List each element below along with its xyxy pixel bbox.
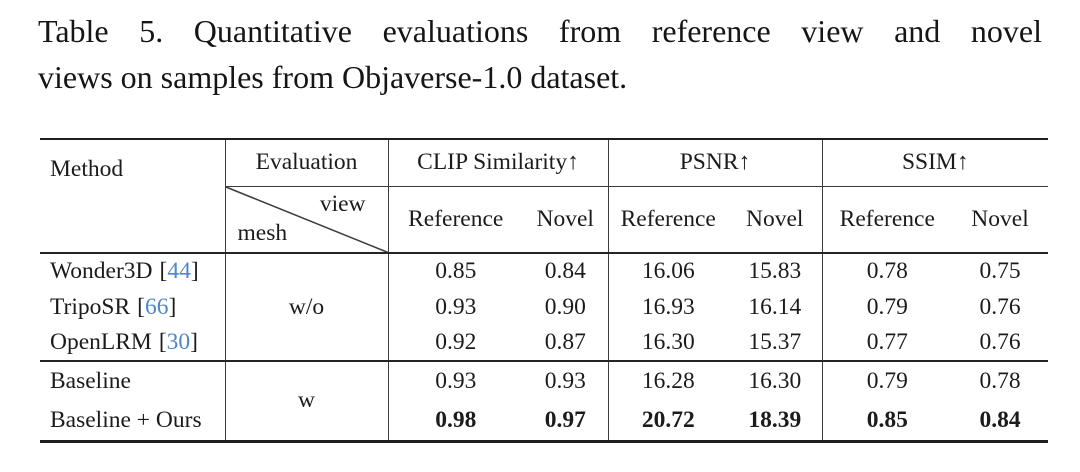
ssim-novel-value: 0.76 [979, 293, 1021, 320]
ssim-reference-value: 0.79 [866, 368, 908, 394]
header-view-label: view [319, 190, 366, 217]
header-group-ssim: SSIM↑ [822, 139, 1049, 187]
header-clip-novel: Novel [523, 186, 609, 254]
header-clip-reference: Reference [388, 186, 523, 254]
evaluation-table: Method Evaluation CLIP Similarity↑ PSNR↑… [40, 138, 1049, 443]
psnr-novel-value: 15.37 [728, 325, 823, 362]
header-ssim-reference: Reference [822, 186, 953, 254]
mesh-wo-cell: w/o [225, 253, 389, 362]
clip-reference-value: 0.98 [435, 406, 477, 433]
method-cell: Wonder3D [44] [40, 253, 226, 289]
psnr-novel-value: 18.39 [728, 401, 823, 441]
ssim-novel-value: 0.75 [979, 258, 1021, 284]
caption-line-2: views on samples from Objaverse-1.0 data… [38, 59, 628, 95]
citation-bracket-close: ] [190, 329, 198, 355]
psnr-reference-value: 16.93 [641, 293, 695, 320]
citation-bracket-open: [ [159, 258, 168, 284]
method-cell: Baseline + Ours [40, 401, 226, 441]
table-row-wonder3d: Wonder3D [44] w/o 0.85 0.84 16.06 15.83 0… [40, 253, 1048, 362]
psnr-novel-value: 15.83 [728, 253, 823, 289]
table-row-baseline: Baseline w 0.93 0.93 16.28 16.30 0.79 0.… [40, 361, 1048, 441]
clip-novel-value: 0.84 [523, 253, 609, 289]
method-cell: OpenLRM [30] [40, 325, 226, 362]
citation-number: 44 [167, 258, 191, 284]
citation-bracket-open: [ [137, 293, 145, 320]
method-name: TripoSR [50, 293, 131, 320]
header-group-psnr: PSNR↑ [608, 139, 823, 187]
clip-reference-value: 0.93 [435, 368, 477, 394]
ssim-reference-value: 0.85 [866, 406, 908, 433]
header-row-sub: view mesh Reference Novel Reference Nove… [40, 186, 1049, 254]
citation-bracket-close: ] [168, 293, 177, 320]
citation-bracket-close: ] [190, 258, 199, 284]
header-group-clip: CLIP Similarity↑ [388, 139, 609, 187]
psnr-reference-value: 20.72 [641, 406, 695, 433]
diagonal-line-icon [226, 187, 388, 253]
table-row-baseline-ours: Baseline + Ours 0.98 0.97 20.72 18.39 0.… [40, 401, 1048, 441]
clip-reference-value: 0.93 [435, 293, 477, 320]
clip-novel-value: 0.93 [523, 361, 609, 401]
clip-reference-value: 0.92 [388, 325, 523, 362]
mesh-w-cell: w [225, 361, 389, 441]
psnr-reference-value: 16.06 [641, 258, 695, 284]
header-row-groups: Method Evaluation CLIP Similarity↑ PSNR↑… [40, 139, 1049, 254]
clip-novel-value: 0.90 [523, 289, 609, 325]
citation-number: 66 [144, 293, 169, 320]
ssim-reference-value: 0.77 [822, 325, 953, 362]
clip-novel-value: 0.87 [523, 325, 609, 362]
ssim-novel-value: 0.84 [979, 406, 1021, 433]
ssim-novel-value: 0.78 [979, 368, 1021, 394]
caption-line-1: Table 5. Quantitative evaluations from r… [38, 13, 1042, 49]
citation-number: 30 [166, 329, 191, 355]
table-row-openlrm: OpenLRM [30] 0.92 0.87 16.30 15.37 0.77 0… [40, 325, 1049, 362]
ssim-reference-value: 0.78 [866, 258, 908, 284]
psnr-reference-value: 16.28 [641, 368, 695, 394]
header-method: Method [40, 139, 226, 254]
ssim-novel-value: 0.76 [952, 325, 1049, 362]
header-ssim-novel: Novel [952, 186, 1049, 254]
header-psnr-novel: Novel [728, 186, 823, 254]
ssim-reference-value: 0.79 [866, 293, 908, 320]
header-psnr-reference: Reference [608, 186, 728, 254]
psnr-novel-value: 16.30 [728, 361, 823, 401]
psnr-novel-value: 16.14 [728, 289, 823, 325]
table-row-triposr: TripoSR [66] 0.93 0.90 16.93 16.14 0.79 0… [40, 289, 1048, 325]
method-name: Wonder3D [50, 258, 153, 284]
header-mesh-label: mesh [237, 220, 288, 246]
citation-bracket-open: [ [158, 329, 167, 355]
method-cell: TripoSR [66] [40, 289, 226, 325]
table-caption: Table 5. Quantitative evaluations from r… [38, 8, 1042, 100]
header-mesh-view-cell: view mesh [225, 186, 389, 254]
method-cell: Baseline [40, 361, 226, 401]
method-name: OpenLRM [50, 329, 152, 355]
clip-novel-value: 0.97 [523, 401, 609, 441]
clip-reference-value: 0.85 [435, 258, 477, 284]
psnr-reference-value: 16.30 [608, 325, 728, 362]
header-evaluation: Evaluation [225, 139, 389, 187]
